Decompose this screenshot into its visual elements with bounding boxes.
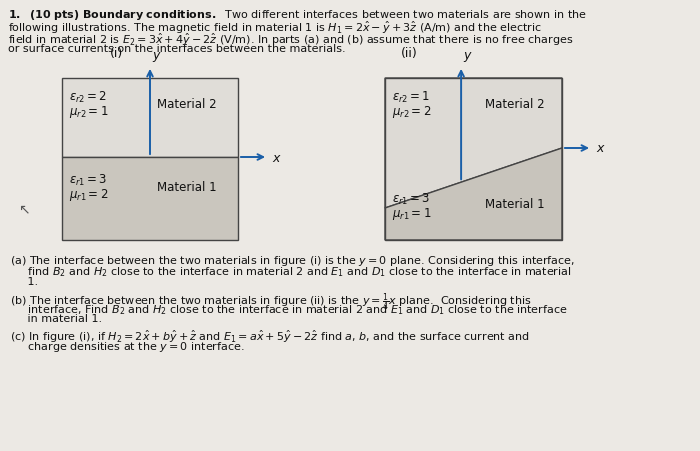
Text: (a) The interface between the two materials in figure (i) is the $y = 0$ plane. : (a) The interface between the two materi…: [10, 254, 575, 268]
Text: $x$: $x$: [596, 143, 605, 156]
Text: $\mu_{r1} = 2$: $\mu_{r1} = 2$: [69, 187, 108, 203]
Text: $\mu_{r2} = 2$: $\mu_{r2} = 2$: [392, 104, 431, 120]
Text: 1.: 1.: [10, 277, 38, 287]
Text: Material 1: Material 1: [157, 181, 216, 194]
Bar: [385, 78, 562, 240]
Text: $x$: $x$: [272, 152, 282, 165]
Text: $\epsilon_{r2} = 2$: $\epsilon_{r2} = 2$: [69, 90, 107, 105]
Text: ↖: ↖: [18, 202, 29, 216]
Text: Material 2: Material 2: [157, 98, 216, 111]
Text: (i): (i): [110, 47, 123, 60]
Text: (b) The interface between the two materials in figure (ii) is the $y = \frac{1}{: (b) The interface between the two materi…: [10, 291, 532, 313]
Polygon shape: [385, 78, 562, 208]
Text: $\epsilon_{r1} = 3$: $\epsilon_{r1} = 3$: [69, 173, 107, 188]
Text: $y$: $y$: [463, 50, 473, 64]
Bar: [62, 78, 238, 157]
Text: Material 1: Material 1: [485, 198, 545, 211]
Text: $\mathbf{1.\ \ (10\ pts)\ Boundary\ conditions.}$  Two different interfaces betw: $\mathbf{1.\ \ (10\ pts)\ Boundary\ cond…: [8, 8, 587, 22]
Text: $\epsilon_{r1} = 3$: $\epsilon_{r1} = 3$: [392, 192, 430, 207]
Text: interface, Find $B_2$ and $H_2$ close to the interface in material 2 and $E_1$ a: interface, Find $B_2$ and $H_2$ close to…: [10, 303, 568, 317]
Text: charge densities at the $y = 0$ interface.: charge densities at the $y = 0$ interfac…: [10, 341, 244, 354]
Bar: [62, 157, 238, 240]
Text: field in material 2 is $E_2 = 3\hat{x} + 4\hat{y} - 2\hat{z}$ (V/m). In parts (a: field in material 2 is $E_2 = 3\hat{x} +…: [8, 32, 573, 48]
Text: (ii): (ii): [401, 47, 418, 60]
Text: $y$: $y$: [152, 50, 162, 64]
Polygon shape: [385, 148, 562, 240]
Text: $\epsilon_{r2} = 1$: $\epsilon_{r2} = 1$: [392, 90, 430, 105]
Text: find $B_2$ and $H_2$ close to the interface in material 2 and $E_1$ and $D_1$ cl: find $B_2$ and $H_2$ close to the interf…: [10, 266, 571, 279]
Text: in material 1.: in material 1.: [10, 314, 102, 325]
Text: Material 2: Material 2: [485, 98, 545, 111]
Text: or surface currents on the interfaces between the materials.: or surface currents on the interfaces be…: [8, 44, 346, 54]
Text: following illustrations. The magnetic field in material 1 is $H_1 = 2\hat{x} - \: following illustrations. The magnetic fi…: [8, 20, 542, 37]
Text: $\mu_{r2} = 1$: $\mu_{r2} = 1$: [69, 104, 108, 120]
Text: (c) In figure (i), if $H_2 = 2\hat{x} + b\hat{y} + \hat{z}$ and $E_1 = a\hat{x} : (c) In figure (i), if $H_2 = 2\hat{x} + …: [10, 329, 530, 345]
Text: $\mu_{r1} = 1$: $\mu_{r1} = 1$: [392, 206, 431, 222]
